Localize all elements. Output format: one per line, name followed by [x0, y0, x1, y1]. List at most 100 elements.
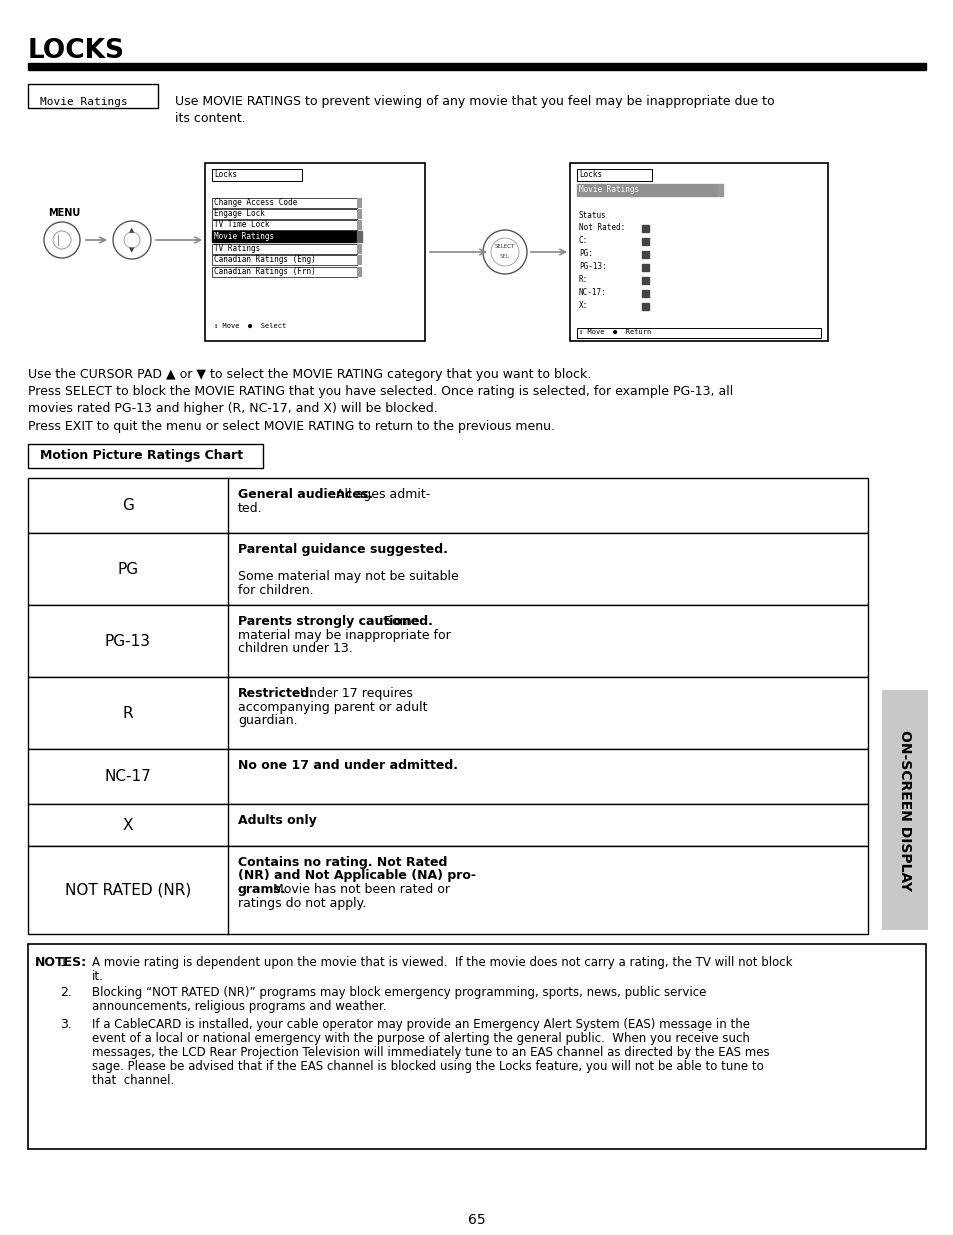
Bar — [356, 245, 361, 254]
Text: Press SELECT to block the MOVIE RATING that you have selected. Once rating is se: Press SELECT to block the MOVIE RATING t… — [28, 385, 733, 398]
Text: 3.: 3. — [60, 1018, 71, 1031]
Bar — [28, 63, 925, 70]
Bar — [28, 478, 867, 534]
Bar — [356, 220, 361, 230]
Bar — [212, 169, 302, 182]
Text: PG-13: PG-13 — [105, 634, 151, 648]
Text: Press EXIT to quit the menu or select MOVIE RATING to return to the previous men: Press EXIT to quit the menu or select MO… — [28, 420, 555, 433]
Text: guardian.: guardian. — [237, 714, 297, 727]
Text: Status: Status — [578, 211, 606, 220]
Text: its content.: its content. — [174, 112, 246, 125]
Text: Locks: Locks — [578, 170, 601, 179]
Text: PG:: PG: — [578, 249, 592, 258]
Text: PG: PG — [117, 562, 138, 577]
Text: 1.: 1. — [60, 956, 71, 969]
Text: Contains no rating. Not Rated: Contains no rating. Not Rated — [237, 856, 447, 869]
Bar — [28, 534, 867, 605]
Text: ▼: ▼ — [130, 247, 134, 253]
Text: NOT RATED (NR): NOT RATED (NR) — [65, 883, 191, 898]
Bar — [356, 254, 361, 266]
Text: Movie Ratings: Movie Ratings — [213, 232, 274, 241]
Text: TV Ratings: TV Ratings — [213, 245, 260, 253]
Text: Canadian Ratings (Eng): Canadian Ratings (Eng) — [213, 254, 315, 264]
Bar — [718, 184, 722, 196]
Text: R:: R: — [578, 275, 588, 284]
Text: MENU: MENU — [48, 207, 80, 219]
Text: C:: C: — [578, 236, 588, 245]
Bar — [882, 690, 927, 930]
Bar — [212, 209, 356, 219]
Text: Movie has not been rated or: Movie has not been rated or — [269, 883, 450, 897]
Bar — [356, 231, 361, 242]
Text: No one 17 and under admitted.: No one 17 and under admitted. — [237, 760, 457, 772]
Text: Use MOVIE RATINGS to prevent viewing of any movie that you feel may be inappropr: Use MOVIE RATINGS to prevent viewing of … — [174, 95, 774, 107]
Text: movies rated PG-13 and higher (R, NC-17, and X) will be blocked.: movies rated PG-13 and higher (R, NC-17,… — [28, 403, 437, 415]
Text: messages, the LCD Rear Projection Television will immediately tune to an EAS cha: messages, the LCD Rear Projection Televi… — [91, 1046, 769, 1058]
Text: Movie Ratings: Movie Ratings — [40, 98, 128, 107]
Bar — [641, 290, 648, 296]
Text: NOTES:: NOTES: — [35, 956, 87, 969]
Text: G: G — [122, 498, 133, 513]
Bar — [28, 846, 867, 934]
Bar — [569, 163, 827, 341]
Text: Restricted.: Restricted. — [237, 687, 314, 700]
Text: ↕ Move  ●  Select: ↕ Move ● Select — [213, 324, 286, 329]
Text: 2.: 2. — [60, 986, 71, 999]
Text: accompanying parent or adult: accompanying parent or adult — [237, 700, 427, 714]
Bar — [212, 267, 356, 277]
Text: General audiences.: General audiences. — [237, 488, 373, 501]
Text: grams.: grams. — [237, 883, 286, 897]
Bar — [641, 225, 648, 232]
Bar — [577, 184, 717, 196]
Bar — [205, 163, 424, 341]
Text: Movie Ratings: Movie Ratings — [578, 185, 639, 194]
Text: ON-SCREEN DISPLAY: ON-SCREEN DISPLAY — [897, 730, 911, 890]
Text: Some material may not be suitable: Some material may not be suitable — [237, 571, 458, 583]
Text: Some: Some — [379, 615, 418, 629]
Text: All ages admit-: All ages admit- — [333, 488, 431, 501]
Text: for children.: for children. — [237, 583, 314, 597]
Bar — [28, 84, 158, 107]
Text: ratings do not apply.: ratings do not apply. — [237, 897, 366, 909]
Bar — [28, 748, 867, 804]
Text: Change Access Code: Change Access Code — [213, 198, 297, 207]
Text: NC-17:: NC-17: — [578, 288, 606, 296]
Bar — [212, 254, 356, 266]
Text: that  channel.: that channel. — [91, 1074, 174, 1087]
Bar — [356, 198, 361, 207]
Text: Motion Picture Ratings Chart: Motion Picture Ratings Chart — [40, 450, 243, 462]
Text: NC-17: NC-17 — [105, 769, 152, 784]
Text: Not Rated:: Not Rated: — [578, 224, 624, 232]
Text: 65: 65 — [468, 1213, 485, 1228]
Text: PG-13:: PG-13: — [578, 262, 606, 270]
Bar — [28, 677, 867, 748]
Bar — [641, 251, 648, 258]
Text: Blocking “NOT RATED (NR)” programs may block emergency programming, sports, news: Blocking “NOT RATED (NR)” programs may b… — [91, 986, 705, 999]
Text: If a CableCARD is installed, your cable operator may provide an Emergency Alert : If a CableCARD is installed, your cable … — [91, 1018, 749, 1031]
Text: Under 17 requires: Under 17 requires — [295, 687, 413, 700]
Bar — [212, 245, 356, 254]
Text: ↕ Move  ●  Return: ↕ Move ● Return — [578, 329, 651, 335]
Bar — [28, 804, 867, 846]
Bar — [28, 944, 925, 1149]
Bar — [641, 238, 648, 245]
Text: LOCKS: LOCKS — [28, 38, 125, 64]
Text: Use the CURSOR PAD ▲ or ▼ to select the MOVIE RATING category that you want to b: Use the CURSOR PAD ▲ or ▼ to select the … — [28, 368, 591, 382]
Bar — [641, 277, 648, 284]
Bar — [28, 445, 263, 468]
Bar — [641, 303, 648, 310]
Text: X:: X: — [578, 301, 588, 310]
Text: A movie rating is dependent upon the movie that is viewed.  If the movie does no: A movie rating is dependent upon the mov… — [91, 956, 792, 969]
Text: Parental guidance suggested.: Parental guidance suggested. — [237, 543, 447, 556]
Bar — [577, 169, 651, 182]
Bar — [356, 209, 361, 219]
Bar — [28, 605, 867, 677]
Text: TV Time Lock: TV Time Lock — [213, 220, 269, 228]
Text: (NR) and Not Applicable (NA) pro-: (NR) and Not Applicable (NA) pro- — [237, 869, 476, 883]
Text: event of a local or national emergency with the purpose of alerting the general : event of a local or national emergency w… — [91, 1032, 749, 1045]
Text: X: X — [123, 818, 133, 832]
Text: ▲: ▲ — [130, 227, 134, 233]
Text: SELECT: SELECT — [495, 245, 515, 249]
Bar — [356, 267, 361, 277]
Text: announcements, religious programs and weather.: announcements, religious programs and we… — [91, 1000, 386, 1013]
